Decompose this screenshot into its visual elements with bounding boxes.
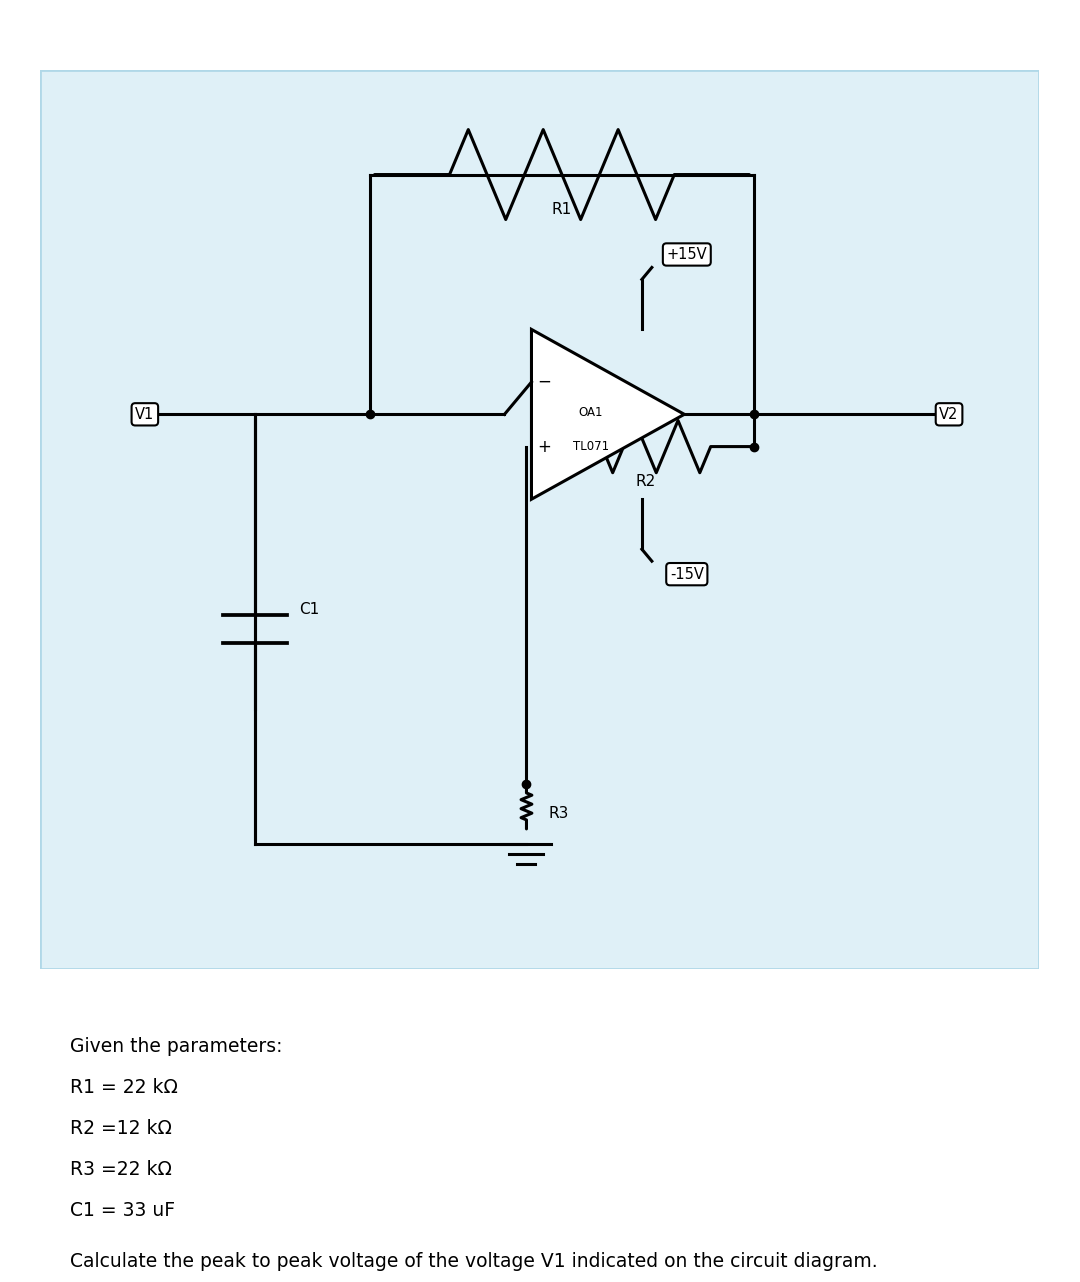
Text: R3: R3	[549, 806, 569, 822]
Text: +15V: +15V	[666, 247, 707, 262]
Text: V1: V1	[135, 406, 154, 422]
Text: C1: C1	[299, 601, 320, 617]
Polygon shape	[531, 329, 685, 499]
Text: +: +	[538, 437, 552, 455]
Text: Given the parameters:: Given the parameters:	[70, 1037, 283, 1055]
Text: V2: V2	[940, 406, 959, 422]
Text: R1 = 22 kΩ: R1 = 22 kΩ	[70, 1078, 178, 1096]
Text: R2 =12 kΩ: R2 =12 kΩ	[70, 1119, 172, 1137]
Text: -15V: -15V	[670, 567, 704, 582]
FancyBboxPatch shape	[40, 69, 1039, 969]
Text: R2: R2	[635, 474, 656, 488]
Text: −: −	[538, 373, 552, 391]
Text: R1: R1	[552, 203, 572, 217]
Text: C1 = 33 uF: C1 = 33 uF	[70, 1201, 175, 1219]
Text: Calculate the peak to peak voltage of the voltage V1 indicated on the circuit di: Calculate the peak to peak voltage of th…	[70, 1253, 878, 1270]
Text: TL071: TL071	[572, 440, 609, 453]
Text: OA1: OA1	[579, 406, 603, 419]
Text: R3 =22 kΩ: R3 =22 kΩ	[70, 1160, 172, 1178]
